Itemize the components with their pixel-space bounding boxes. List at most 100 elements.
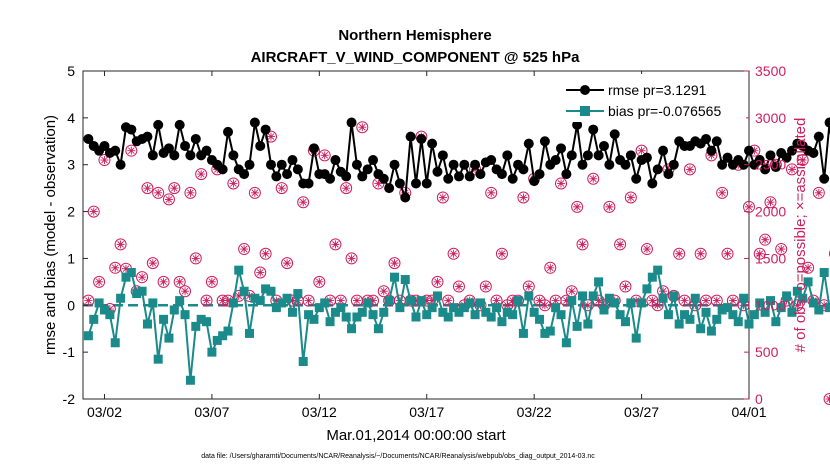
bias-point [427, 303, 437, 313]
bias-point [336, 303, 346, 313]
bias-point [771, 317, 781, 327]
bias-point [825, 303, 830, 313]
left-axis-label: rmse and bias (model - observation) [42, 115, 59, 355]
bias-point [497, 317, 507, 327]
obs-count-point [823, 393, 830, 405]
obs-count-point [587, 172, 600, 185]
bias-point [89, 314, 99, 324]
obs-count-point [828, 250, 830, 258]
obs-possible-marker [259, 247, 272, 260]
rmse-point [163, 143, 174, 154]
rmse-point [427, 138, 438, 149]
rmse-point [437, 150, 448, 161]
bias-point [293, 289, 303, 299]
bias-point [416, 296, 426, 306]
obs-possible-marker [651, 299, 664, 312]
bias-point [733, 317, 743, 327]
rmse-point [470, 159, 481, 170]
obs-possible-marker [544, 261, 557, 274]
obs-count-point [673, 247, 686, 260]
obs-assimilated-marker [814, 188, 823, 197]
obs-count-point [700, 294, 713, 307]
bias-point [449, 303, 459, 313]
obs-count-point [173, 275, 186, 288]
rmse-point [99, 140, 110, 151]
obs-possible-marker [764, 196, 777, 209]
obs-possible-marker [619, 280, 632, 293]
bias-point [765, 296, 775, 306]
bias-point [314, 303, 324, 313]
rmse-point [346, 117, 357, 128]
obs-count-point [571, 200, 584, 213]
obs-assimilated-marker [621, 282, 630, 291]
rmse-point [411, 178, 421, 189]
rmse-point [265, 159, 276, 170]
obs-assimilated-marker [127, 146, 136, 155]
obs-count-point [98, 154, 111, 167]
bias-point [309, 314, 319, 324]
obs-possible-marker [179, 285, 192, 298]
rmse-point [770, 162, 781, 173]
bias-point [438, 307, 448, 317]
rmse-series [83, 117, 830, 203]
bias-point [814, 305, 824, 315]
rmse-point [765, 150, 776, 161]
obs-assimilated-marker [573, 202, 582, 211]
obs-count-point [136, 271, 149, 284]
obs-possible-marker [205, 275, 218, 288]
rmse-point [228, 150, 239, 161]
bias-series [83, 265, 830, 385]
bias-point [137, 286, 147, 296]
obs-assimilated-marker [412, 296, 420, 305]
obs-assimilated-marker [787, 165, 796, 174]
bias-point [481, 307, 491, 317]
legend-bias-marker [580, 106, 590, 116]
right-tick-label: 2000 [755, 204, 786, 220]
bias-point [680, 310, 690, 320]
obs-assimilated-marker [702, 296, 711, 305]
bias-point [277, 298, 287, 308]
obs-possible-marker [812, 186, 825, 199]
obs-count-point [318, 149, 331, 162]
rmse-point [722, 152, 733, 163]
obs-assimilated-marker [159, 277, 168, 286]
obs-possible-marker [436, 191, 449, 204]
bias-point [701, 307, 711, 317]
obs-count-point [125, 144, 138, 157]
obs-possible-marker [248, 186, 261, 199]
obs-count-point [162, 193, 175, 206]
obs-assimilated-marker [659, 287, 668, 296]
obs-count-point [785, 163, 798, 176]
rmse-point [330, 155, 341, 166]
rmse-point [325, 173, 336, 184]
obs-count-point [93, 275, 106, 288]
obs-possible-marker [168, 182, 181, 195]
bias-point [282, 293, 292, 303]
bias-point [266, 286, 276, 296]
left-tick-label: 4 [67, 110, 75, 126]
bias-point [728, 310, 738, 320]
bias-point [588, 291, 598, 301]
obs-assimilated-marker [793, 301, 802, 310]
obs-assimilated-marker [234, 291, 243, 300]
rmse-point [620, 159, 631, 170]
obs-assimilated-marker [745, 202, 753, 211]
obs-count-point [259, 247, 272, 260]
bias-point [330, 307, 340, 317]
obs-count-point [802, 261, 815, 274]
obs-assimilated-marker [315, 277, 324, 286]
right-tick-label: 0 [755, 391, 763, 407]
obs-count-point [764, 196, 777, 209]
obs-possible-marker [555, 177, 568, 190]
obs-possible-marker [775, 243, 788, 256]
bias-point [234, 265, 244, 275]
rmse-point [631, 173, 642, 184]
obs-possible-marker [759, 233, 772, 246]
bias-point [631, 333, 641, 343]
obs-assimilated-marker [320, 151, 329, 160]
obs-possible-marker [114, 238, 127, 251]
obs-count-point [356, 121, 369, 134]
rmse-point [572, 119, 583, 130]
obs-assimilated-marker [224, 296, 233, 305]
bias-point [669, 291, 679, 301]
